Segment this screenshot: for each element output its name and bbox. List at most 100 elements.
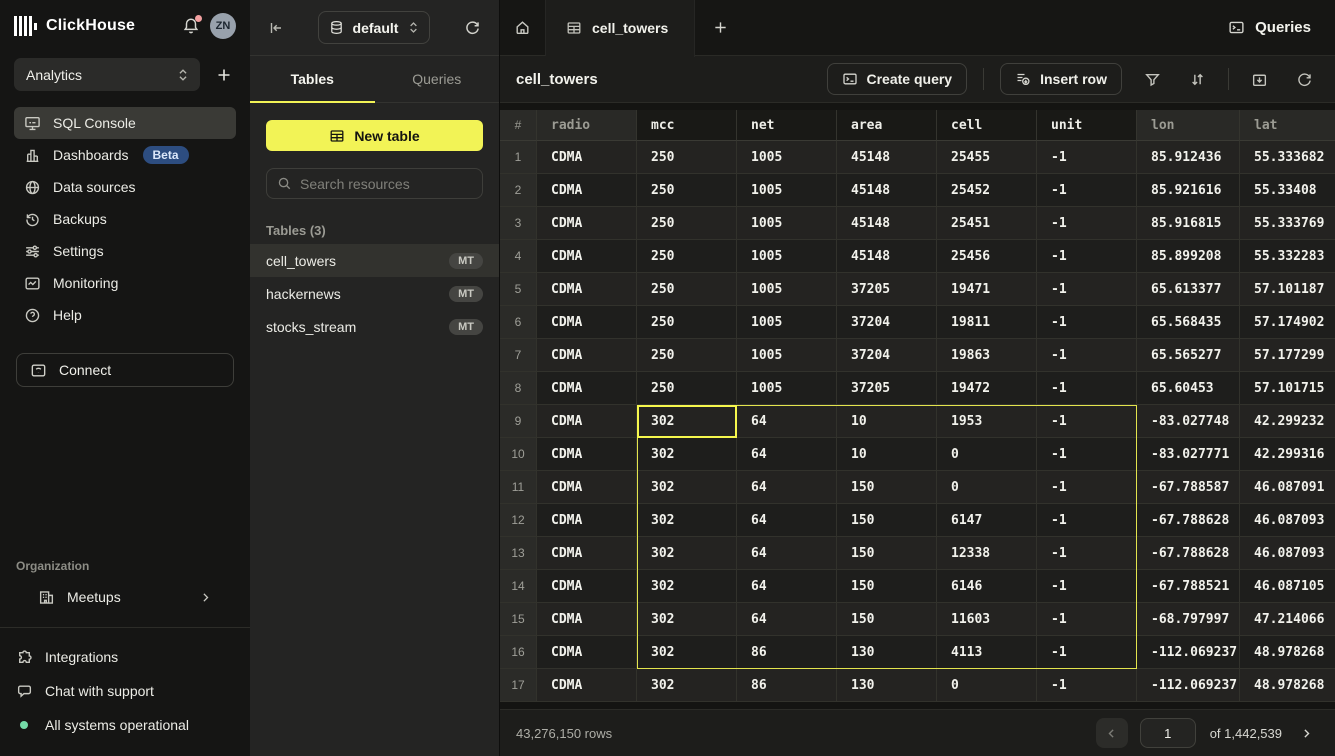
cell-lon[interactable]: 85.921616 — [1137, 174, 1240, 207]
cell-unit[interactable]: -1 — [1037, 603, 1137, 636]
cell-unit[interactable]: -1 — [1037, 438, 1137, 471]
cell-lon[interactable]: 85.912436 — [1137, 141, 1240, 174]
cell-lat[interactable]: 57.174902 — [1240, 306, 1335, 339]
cell-mcc[interactable]: 250 — [637, 273, 737, 306]
notifications-bell-icon[interactable] — [182, 15, 202, 35]
cell-net[interactable]: 86 — [737, 669, 837, 702]
search-input[interactable] — [300, 175, 472, 192]
cell-cell[interactable]: 19471 — [937, 273, 1037, 306]
cell-unit[interactable]: -1 — [1037, 141, 1137, 174]
cell-area[interactable]: 130 — [837, 669, 937, 702]
sidebar-item-sql-console[interactable]: SQL Console — [14, 107, 236, 139]
cell-radio[interactable]: CDMA — [537, 306, 637, 339]
cell-net[interactable]: 64 — [737, 438, 837, 471]
cell-net[interactable]: 1005 — [737, 141, 837, 174]
cell-radio[interactable]: CDMA — [537, 603, 637, 636]
cell-radio[interactable]: CDMA — [537, 504, 637, 537]
new-table-button[interactable]: New table — [266, 120, 483, 151]
cell-radio[interactable]: CDMA — [537, 207, 637, 240]
create-query-button[interactable]: Create query — [826, 63, 968, 95]
cell-mcc[interactable]: 302 — [637, 471, 737, 504]
cell-lat[interactable]: 42.299232 — [1240, 405, 1335, 438]
cell-area[interactable]: 10 — [837, 405, 937, 438]
cell-lat[interactable]: 48.978268 — [1240, 636, 1335, 669]
cell-radio[interactable]: CDMA — [537, 141, 637, 174]
cell-cell[interactable]: 19472 — [937, 372, 1037, 405]
cell-lat[interactable]: 48.978268 — [1240, 669, 1335, 702]
table-list-item-hackernews[interactable]: hackernews MT — [250, 277, 499, 310]
cell-lat[interactable]: 57.101715 — [1240, 372, 1335, 405]
table-list-item-cell-towers[interactable]: cell_towers MT — [250, 244, 499, 277]
cell-lat[interactable]: 46.087093 — [1240, 504, 1335, 537]
cell-radio[interactable]: CDMA — [537, 372, 637, 405]
collapse-panel-icon[interactable] — [268, 20, 284, 36]
cell-cell[interactable]: 11603 — [937, 603, 1037, 636]
cell-unit[interactable]: -1 — [1037, 504, 1137, 537]
sidebar-item-settings[interactable]: Settings — [14, 235, 236, 267]
filter-icon[interactable] — [1138, 67, 1167, 92]
cell-lon[interactable]: 65.60453 — [1137, 372, 1240, 405]
header-radio[interactable]: radio — [537, 110, 637, 141]
cell-lat[interactable]: 46.087093 — [1240, 537, 1335, 570]
cell-radio[interactable]: CDMA — [537, 537, 637, 570]
cell-lon[interactable]: 85.899208 — [1137, 240, 1240, 273]
cell-lat[interactable]: 55.332283 — [1240, 240, 1335, 273]
cell-net[interactable]: 64 — [737, 570, 837, 603]
cell-area[interactable]: 150 — [837, 537, 937, 570]
cell-unit[interactable]: -1 — [1037, 207, 1137, 240]
cell-area[interactable]: 45148 — [837, 240, 937, 273]
sidebar-item-chat-support[interactable]: Chat with support — [16, 676, 234, 706]
cell-net[interactable]: 1005 — [737, 273, 837, 306]
cell-area[interactable]: 37205 — [837, 372, 937, 405]
cell-radio[interactable]: CDMA — [537, 438, 637, 471]
cell-cell[interactable]: 0 — [937, 669, 1037, 702]
cell-area[interactable]: 37204 — [837, 339, 937, 372]
cell-cell[interactable]: 25456 — [937, 240, 1037, 273]
sidebar-item-monitoring[interactable]: Monitoring — [14, 267, 236, 299]
cell-mcc[interactable]: 250 — [637, 306, 737, 339]
header-unit[interactable]: unit — [1037, 110, 1137, 141]
cell-area[interactable]: 150 — [837, 603, 937, 636]
cell-net[interactable]: 1005 — [737, 174, 837, 207]
cell-unit[interactable]: -1 — [1037, 537, 1137, 570]
cell-lat[interactable]: 46.087105 — [1240, 570, 1335, 603]
sidebar-item-help[interactable]: Help — [14, 299, 236, 331]
cell-mcc[interactable]: 302 — [637, 636, 737, 669]
cell-lon[interactable]: -67.788628 — [1137, 537, 1240, 570]
cell-net[interactable]: 86 — [737, 636, 837, 669]
database-select[interactable]: default — [317, 11, 431, 44]
cell-cell[interactable]: 25455 — [937, 141, 1037, 174]
cell-radio[interactable]: CDMA — [537, 669, 637, 702]
cell-unit[interactable]: -1 — [1037, 273, 1137, 306]
cell-unit[interactable]: -1 — [1037, 174, 1137, 207]
cell-radio[interactable]: CDMA — [537, 636, 637, 669]
cell-lat[interactable]: 55.33408 — [1240, 174, 1335, 207]
cell-area[interactable]: 37205 — [837, 273, 937, 306]
cell-unit[interactable]: -1 — [1037, 372, 1137, 405]
add-workspace-button[interactable] — [212, 63, 236, 87]
cell-unit[interactable]: -1 — [1037, 339, 1137, 372]
cell-unit[interactable]: -1 — [1037, 669, 1137, 702]
cell-mcc[interactable]: 250 — [637, 240, 737, 273]
cell-mcc[interactable]: 250 — [637, 207, 737, 240]
cell-radio[interactable]: CDMA — [537, 240, 637, 273]
cell-area[interactable]: 45148 — [837, 174, 937, 207]
new-tab-button[interactable] — [695, 0, 745, 56]
cell-radio[interactable]: CDMA — [537, 174, 637, 207]
connect-button[interactable]: Connect — [16, 353, 234, 387]
header-lat[interactable]: lat — [1240, 110, 1335, 141]
header-area[interactable]: area — [837, 110, 937, 141]
cell-unit[interactable]: -1 — [1037, 405, 1137, 438]
cell-area[interactable]: 45148 — [837, 141, 937, 174]
cell-cell[interactable]: 25451 — [937, 207, 1037, 240]
cell-cell[interactable]: 1953 — [937, 405, 1037, 438]
cell-area[interactable]: 150 — [837, 471, 937, 504]
cell-lon[interactable]: 65.568435 — [1137, 306, 1240, 339]
sidebar-item-data-sources[interactable]: Data sources — [14, 171, 236, 203]
cell-lon[interactable]: -83.027748 — [1137, 405, 1240, 438]
header-cell[interactable]: cell — [937, 110, 1037, 141]
cell-lon[interactable]: 65.565277 — [1137, 339, 1240, 372]
sidebar-item-integrations[interactable]: Integrations — [16, 642, 234, 672]
cell-net[interactable]: 1005 — [737, 306, 837, 339]
cell-cell[interactable]: 0 — [937, 471, 1037, 504]
